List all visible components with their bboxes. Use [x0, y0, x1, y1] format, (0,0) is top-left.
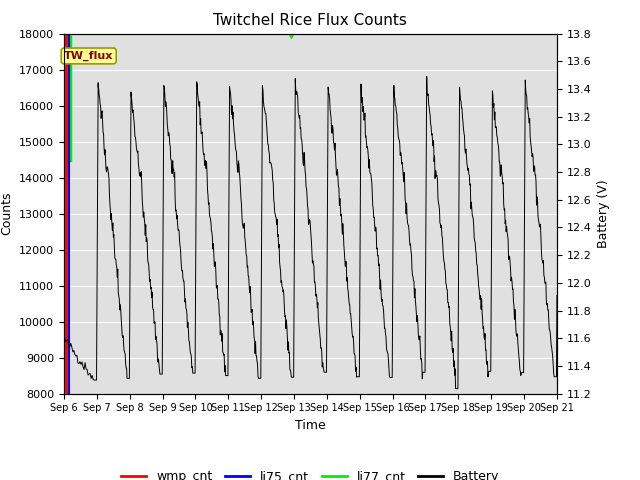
Y-axis label: Battery (V): Battery (V) — [597, 180, 610, 248]
Title: Twitchel Rice Flux Counts: Twitchel Rice Flux Counts — [214, 13, 407, 28]
Y-axis label: Counts: Counts — [1, 192, 13, 235]
X-axis label: Time: Time — [295, 419, 326, 432]
Legend: wmp_cnt, li75_cnt, li77_cnt, Battery: wmp_cnt, li75_cnt, li77_cnt, Battery — [116, 465, 504, 480]
Text: TW_flux: TW_flux — [64, 51, 113, 61]
